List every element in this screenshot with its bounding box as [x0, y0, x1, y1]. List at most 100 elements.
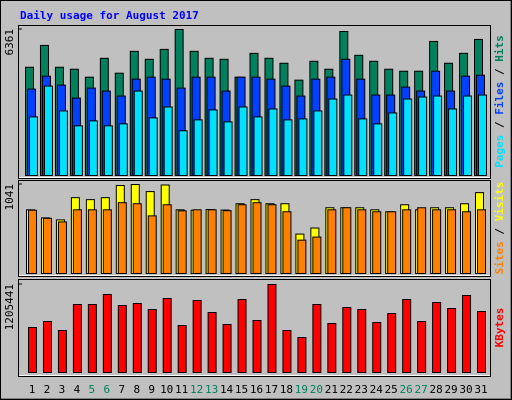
bar	[178, 130, 188, 176]
bar	[208, 109, 218, 176]
bar	[373, 123, 383, 176]
x-tick-label: 10	[160, 383, 173, 396]
bar	[417, 321, 427, 374]
bar	[237, 299, 247, 374]
bar	[282, 211, 292, 274]
bar	[42, 217, 52, 275]
bar	[312, 236, 322, 275]
bar	[267, 204, 277, 275]
bar	[387, 313, 397, 373]
x-tick-label: 23	[355, 383, 368, 396]
bar	[207, 312, 217, 374]
x-tick-label: 24	[370, 383, 384, 396]
bar	[433, 95, 443, 176]
bar	[252, 320, 262, 373]
legend-entry: Visits	[493, 182, 506, 222]
legend-separator: /	[493, 62, 506, 82]
bar	[388, 112, 398, 176]
x-tick-label: 17	[265, 383, 278, 396]
bar	[372, 322, 382, 373]
legend: Pages / Files / Hits	[493, 35, 506, 168]
bar	[43, 85, 53, 176]
bar	[238, 106, 248, 176]
bar	[387, 211, 397, 274]
bar	[207, 209, 217, 275]
x-tick-label: 29	[444, 383, 457, 396]
bar	[72, 304, 82, 373]
x-tick-label: 3	[59, 383, 66, 396]
bar	[162, 204, 172, 275]
legend-entry: Hits	[493, 35, 506, 62]
y-tick-label: 6361	[3, 29, 16, 56]
bar	[58, 110, 68, 176]
bar	[268, 108, 278, 176]
bar	[28, 209, 37, 275]
bar	[133, 90, 143, 176]
bar	[282, 330, 292, 373]
x-tick-label: 1	[29, 383, 36, 396]
x-tick-label: 2	[44, 383, 51, 396]
bar	[342, 207, 352, 274]
bar	[418, 96, 428, 176]
bar	[358, 118, 368, 177]
bar	[462, 295, 472, 374]
y-tick-label: 1041	[3, 184, 16, 211]
bar	[327, 209, 337, 275]
x-tick-label: 30	[459, 383, 472, 396]
bar	[148, 117, 158, 177]
bar	[87, 209, 97, 275]
bar	[162, 298, 172, 373]
bar	[357, 309, 367, 373]
x-tick-label: 21	[325, 383, 338, 396]
bar	[402, 209, 412, 275]
bar	[267, 284, 277, 373]
x-tick-label: 12	[190, 383, 203, 396]
bar	[163, 106, 173, 176]
bar	[237, 204, 247, 275]
bar	[403, 98, 413, 176]
bar	[478, 94, 487, 176]
bar	[177, 210, 187, 274]
x-tick-label: 15	[235, 383, 248, 396]
bar	[88, 120, 98, 176]
bar	[147, 309, 157, 373]
x-tick-label: 26	[400, 383, 413, 396]
bar	[477, 209, 486, 275]
x-tick-label: 13	[205, 383, 218, 396]
bar	[448, 108, 458, 176]
bar	[328, 98, 338, 176]
bar	[72, 209, 82, 275]
bar	[252, 202, 262, 274]
bar	[117, 305, 127, 373]
bar	[357, 209, 367, 275]
x-tick-label: 25	[385, 383, 398, 396]
legend-entry: Sites	[493, 241, 506, 274]
bar	[132, 203, 142, 274]
bar	[432, 302, 442, 373]
x-tick-label: 28	[429, 383, 442, 396]
x-tick-label: 8	[133, 383, 140, 396]
bar	[253, 116, 263, 176]
x-tick-label: 16	[250, 383, 263, 396]
x-tick-label: 9	[148, 383, 155, 396]
x-tick-label: 11	[175, 383, 188, 396]
x-tick-label: 27	[415, 383, 428, 396]
bar	[297, 239, 307, 274]
bar	[102, 209, 112, 275]
bar	[447, 308, 457, 374]
bar	[222, 324, 232, 373]
bar	[118, 123, 128, 176]
x-tick-label: 6	[104, 383, 111, 396]
bar	[312, 304, 322, 373]
bar	[477, 311, 486, 373]
bar	[57, 221, 67, 274]
bar	[192, 209, 202, 275]
x-tick-label: 18	[280, 383, 293, 396]
chart-title: Daily usage for August 2017	[20, 9, 199, 22]
bar	[147, 215, 157, 274]
bar	[192, 300, 202, 373]
bar	[417, 207, 427, 274]
bar	[87, 304, 97, 373]
bar	[298, 118, 308, 177]
